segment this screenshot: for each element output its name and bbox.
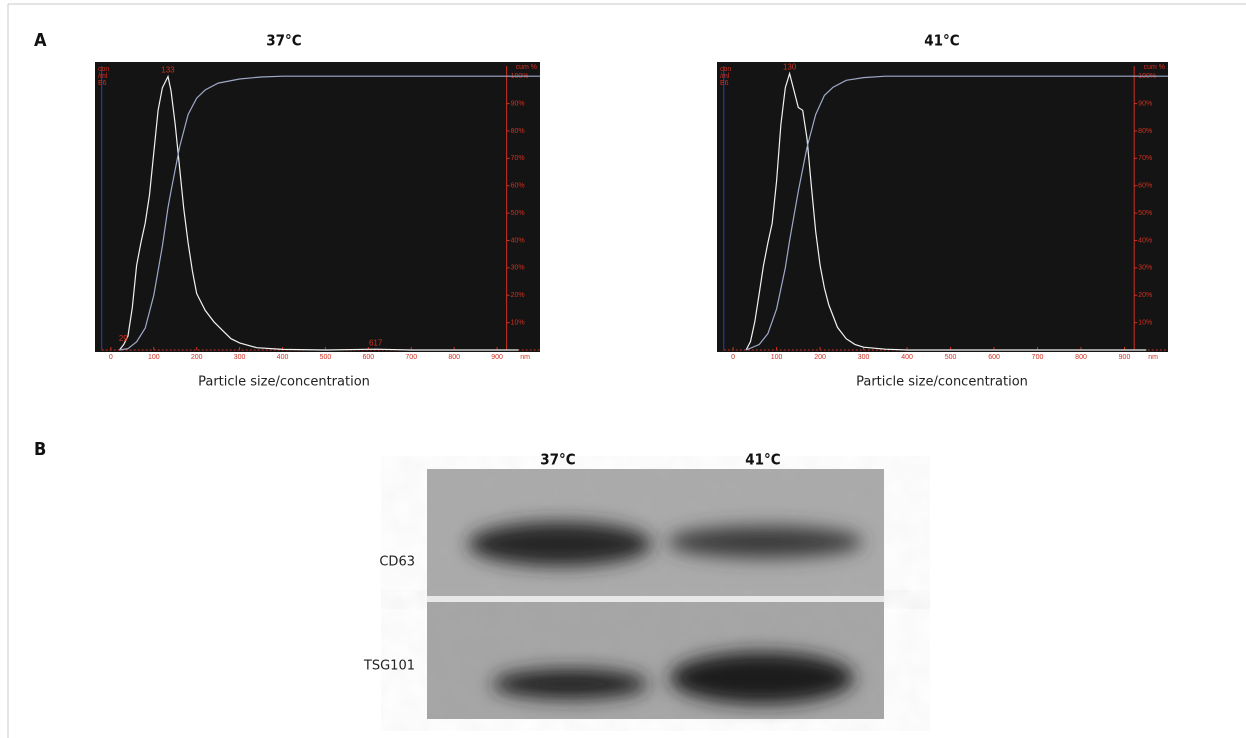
x-tick-label: 400	[277, 354, 289, 361]
y2-tick-label: 90%	[511, 100, 525, 107]
y2-tick-label: 80%	[511, 128, 525, 135]
y2-tick-label: 50%	[1138, 210, 1152, 217]
peak-label: 29	[119, 334, 128, 343]
band	[492, 669, 648, 699]
x-tick-label: 200	[814, 354, 826, 361]
x-tick-label: 500	[320, 354, 332, 361]
y2-tick-label: 60%	[1138, 183, 1152, 190]
y2-tick-label: 30%	[1138, 265, 1152, 272]
x-axis-label: Particle size/concentration	[856, 375, 1028, 390]
y2-tick-label: 50%	[511, 210, 525, 217]
y-axis-label: E6	[720, 80, 729, 87]
band	[468, 522, 652, 566]
y2-tick-label: 10%	[511, 319, 525, 326]
blot-gap	[427, 596, 884, 602]
panel-label: B	[34, 439, 46, 460]
peak-label: 130	[783, 63, 797, 72]
peak-label: 133	[161, 66, 175, 75]
x-tick-label: 800	[1075, 354, 1087, 361]
y-axis-label: con	[98, 66, 109, 73]
x-tick-label: 400	[901, 354, 913, 361]
x-tick-label: 100	[148, 354, 160, 361]
row-label: CD63	[379, 555, 415, 570]
y2-tick-label: 40%	[1138, 237, 1152, 244]
y2-tick-label: 70%	[511, 155, 525, 162]
y2-tick-label: 30%	[511, 265, 525, 272]
y2-tick-label: 70%	[1138, 155, 1152, 162]
y2-tick-label: 80%	[1138, 128, 1152, 135]
chart-title: 37°C	[266, 32, 302, 50]
x-tick-label: 0	[731, 354, 735, 361]
y2-tick-label: 40%	[511, 237, 525, 244]
lane-label: 41°C	[745, 451, 781, 469]
lane-label: 37°C	[540, 451, 576, 469]
x-unit: nm	[520, 354, 530, 361]
x-tick-label: 600	[363, 354, 375, 361]
chart-title: 41°C	[924, 32, 960, 50]
peak-label: 617	[369, 338, 383, 347]
y-axis-label: /ml	[98, 73, 108, 80]
x-tick-label: 700	[1032, 354, 1044, 361]
y-axis-label: con	[720, 66, 731, 73]
plot-area	[717, 62, 1168, 352]
x-tick-label: 600	[988, 354, 1000, 361]
y2-axis-label: cum %	[516, 64, 537, 71]
y2-axis-label: cum %	[1144, 64, 1165, 71]
figure: A B 37°Ccon/mlE6cum %0100200300400500600…	[0, 0, 1246, 738]
x-tick-label: 700	[405, 354, 417, 361]
y2-tick-label: 20%	[511, 292, 525, 299]
x-tick-label: 300	[234, 354, 246, 361]
x-tick-label: 500	[945, 354, 957, 361]
row-label: TSG101	[363, 659, 415, 674]
panel-label: A	[34, 30, 47, 51]
x-tick-label: 300	[858, 354, 870, 361]
band	[667, 526, 863, 558]
x-tick-label: 0	[109, 354, 113, 361]
x-tick-label: 900	[491, 354, 503, 361]
y2-tick-label: 60%	[511, 183, 525, 190]
y2-tick-label: 90%	[1138, 100, 1152, 107]
plot-area	[95, 62, 540, 352]
y2-tick-label: 20%	[1138, 292, 1152, 299]
y-axis-label: E6	[98, 80, 107, 87]
western-blot: 37°C 41°C CD63 TSG101	[363, 451, 884, 720]
x-unit: nm	[1148, 354, 1158, 361]
x-tick-label: 800	[448, 354, 460, 361]
y-axis-label: /ml	[720, 73, 730, 80]
band	[670, 652, 854, 704]
y2-tick-label: 10%	[1138, 319, 1152, 326]
x-tick-label: 100	[771, 354, 783, 361]
x-axis-label: Particle size/concentration	[198, 375, 370, 390]
x-tick-label: 900	[1119, 354, 1131, 361]
x-tick-label: 200	[191, 354, 203, 361]
